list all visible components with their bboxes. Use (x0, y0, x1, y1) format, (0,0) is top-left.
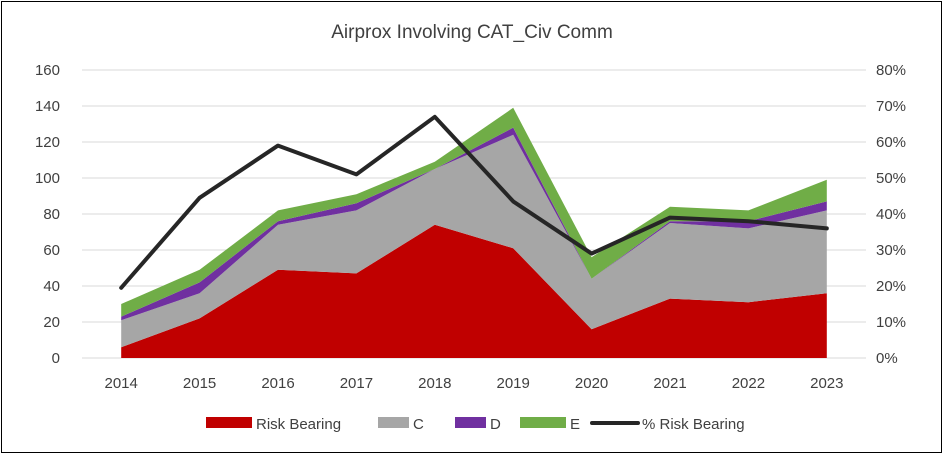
x-axis: 2014 2015 2016 2017 2018 2019 2020 2021 2022 2023 (105, 375, 844, 392)
x-tick-label: 2015 (183, 375, 216, 392)
y-tick-label: 60 (43, 242, 60, 259)
x-tick-label: 2018 (418, 375, 451, 392)
legend-swatch (378, 417, 409, 428)
x-tick-label: 2017 (340, 375, 373, 392)
y-tick-label: 80 (43, 206, 60, 223)
y2-tick-label: 10% (876, 314, 906, 331)
area-d (121, 127, 827, 321)
y2-tick-label: 0% (876, 350, 898, 367)
area-e (121, 107, 827, 317)
legend-label: Risk Bearing (256, 416, 341, 433)
x-tick-label: 2020 (575, 375, 608, 392)
secondary-y-axis: 0% 10% 20% 30% 40% 50% 60% 70% 80% (876, 62, 906, 367)
y2-tick-label: 40% (876, 206, 906, 223)
line-risk-bearing-percent (119, 114, 829, 290)
y-tick-label: 140 (35, 98, 60, 115)
y2-tick-label: 80% (876, 62, 906, 79)
y-tick-label: 100 (35, 170, 60, 187)
y-tick-label: 0 (52, 350, 60, 367)
area-c (121, 134, 827, 348)
legend-label: C (413, 416, 424, 433)
legend-item: E (520, 416, 580, 433)
area-series (121, 107, 827, 358)
x-tick-label: 2023 (810, 375, 843, 392)
x-tick-label: 2014 (105, 375, 138, 392)
y2-tick-label: 70% (876, 98, 906, 115)
y2-tick-label: 60% (876, 134, 906, 151)
legend-label: % Risk Bearing (642, 416, 745, 433)
x-tick-label: 2016 (261, 375, 294, 392)
legend-swatch (520, 417, 566, 428)
y-tick-label: 40 (43, 278, 60, 295)
chart-title: Airprox Involving CAT_Civ Comm (331, 22, 613, 43)
x-tick-label: 2019 (497, 375, 530, 392)
legend-item: % Risk Bearing (590, 416, 745, 433)
legend-swatch (455, 417, 486, 428)
legend: Risk Bearing C D E % Risk Bearing (206, 416, 745, 433)
y-tick-label: 160 (35, 62, 60, 79)
legend-label: D (490, 416, 501, 433)
line-series (119, 114, 829, 290)
primary-y-axis: 0 20 40 60 80 100 120 140 160 (35, 62, 60, 367)
area-risk-bearing (121, 224, 827, 358)
legend-item: D (455, 416, 501, 433)
y-tick-label: 120 (35, 134, 60, 151)
legend-label: E (570, 416, 580, 433)
legend-item: Risk Bearing (206, 416, 341, 433)
y2-tick-label: 30% (876, 242, 906, 259)
legend-item: C (378, 416, 424, 433)
x-tick-label: 2021 (653, 375, 686, 392)
y2-tick-label: 50% (876, 170, 906, 187)
x-tick-label: 2022 (732, 375, 765, 392)
legend-swatch (206, 417, 252, 428)
y2-tick-label: 20% (876, 278, 906, 295)
y-tick-label: 20 (43, 314, 60, 331)
